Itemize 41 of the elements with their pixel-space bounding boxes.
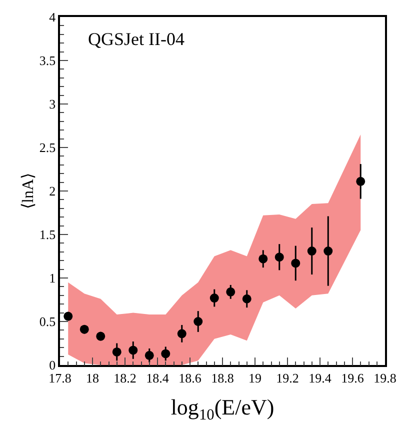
point: [274, 252, 284, 262]
y-tick-label: 0.5: [39, 314, 56, 330]
point: [64, 312, 73, 321]
point: [226, 287, 236, 296]
x-tick-label: 17.8: [48, 370, 72, 386]
x-tick-label: 19.6: [341, 370, 364, 386]
x-tick-label: 19: [248, 370, 262, 386]
y-tick-label: 2.5: [39, 140, 56, 156]
x-tick-label: 19.4: [308, 370, 332, 386]
x-tick-label: 19.2: [276, 370, 299, 386]
y-tick-label: 2: [49, 184, 56, 199]
point: [307, 246, 316, 256]
point: [324, 246, 333, 256]
y-axis-title: ⟨lnA⟩: [20, 173, 37, 209]
point: [96, 332, 106, 341]
point: [177, 329, 186, 338]
point: [128, 346, 138, 355]
point: [356, 176, 366, 186]
point: [144, 350, 154, 360]
point: [161, 349, 170, 358]
x-tick-label: 18: [86, 370, 99, 386]
x-tick-label: 18.8: [211, 370, 234, 386]
x-tick-label: 18.4: [146, 370, 170, 386]
y-tick-label: 4: [49, 10, 56, 25]
point: [242, 294, 252, 304]
point: [194, 317, 203, 326]
point: [291, 258, 300, 268]
x-tick-label: 19.8: [374, 370, 396, 386]
point: [210, 294, 219, 303]
point: [112, 347, 122, 356]
y-tick-label: 0: [49, 358, 56, 373]
y-tick-label: 1.5: [39, 227, 56, 242]
y-tick-label: 1: [49, 270, 56, 286]
point: [258, 254, 268, 264]
x-axis-title: log$_{10}$(E/eV): [170, 394, 274, 424]
point: [80, 324, 89, 334]
y-tick-label: 3: [49, 96, 56, 112]
x-tick-label: 18.6: [178, 370, 202, 386]
annotation: QGSJet II-04: [88, 29, 184, 49]
x-tick-label: 18.2: [114, 370, 136, 386]
y-tick-label: 3.5: [39, 53, 56, 68]
